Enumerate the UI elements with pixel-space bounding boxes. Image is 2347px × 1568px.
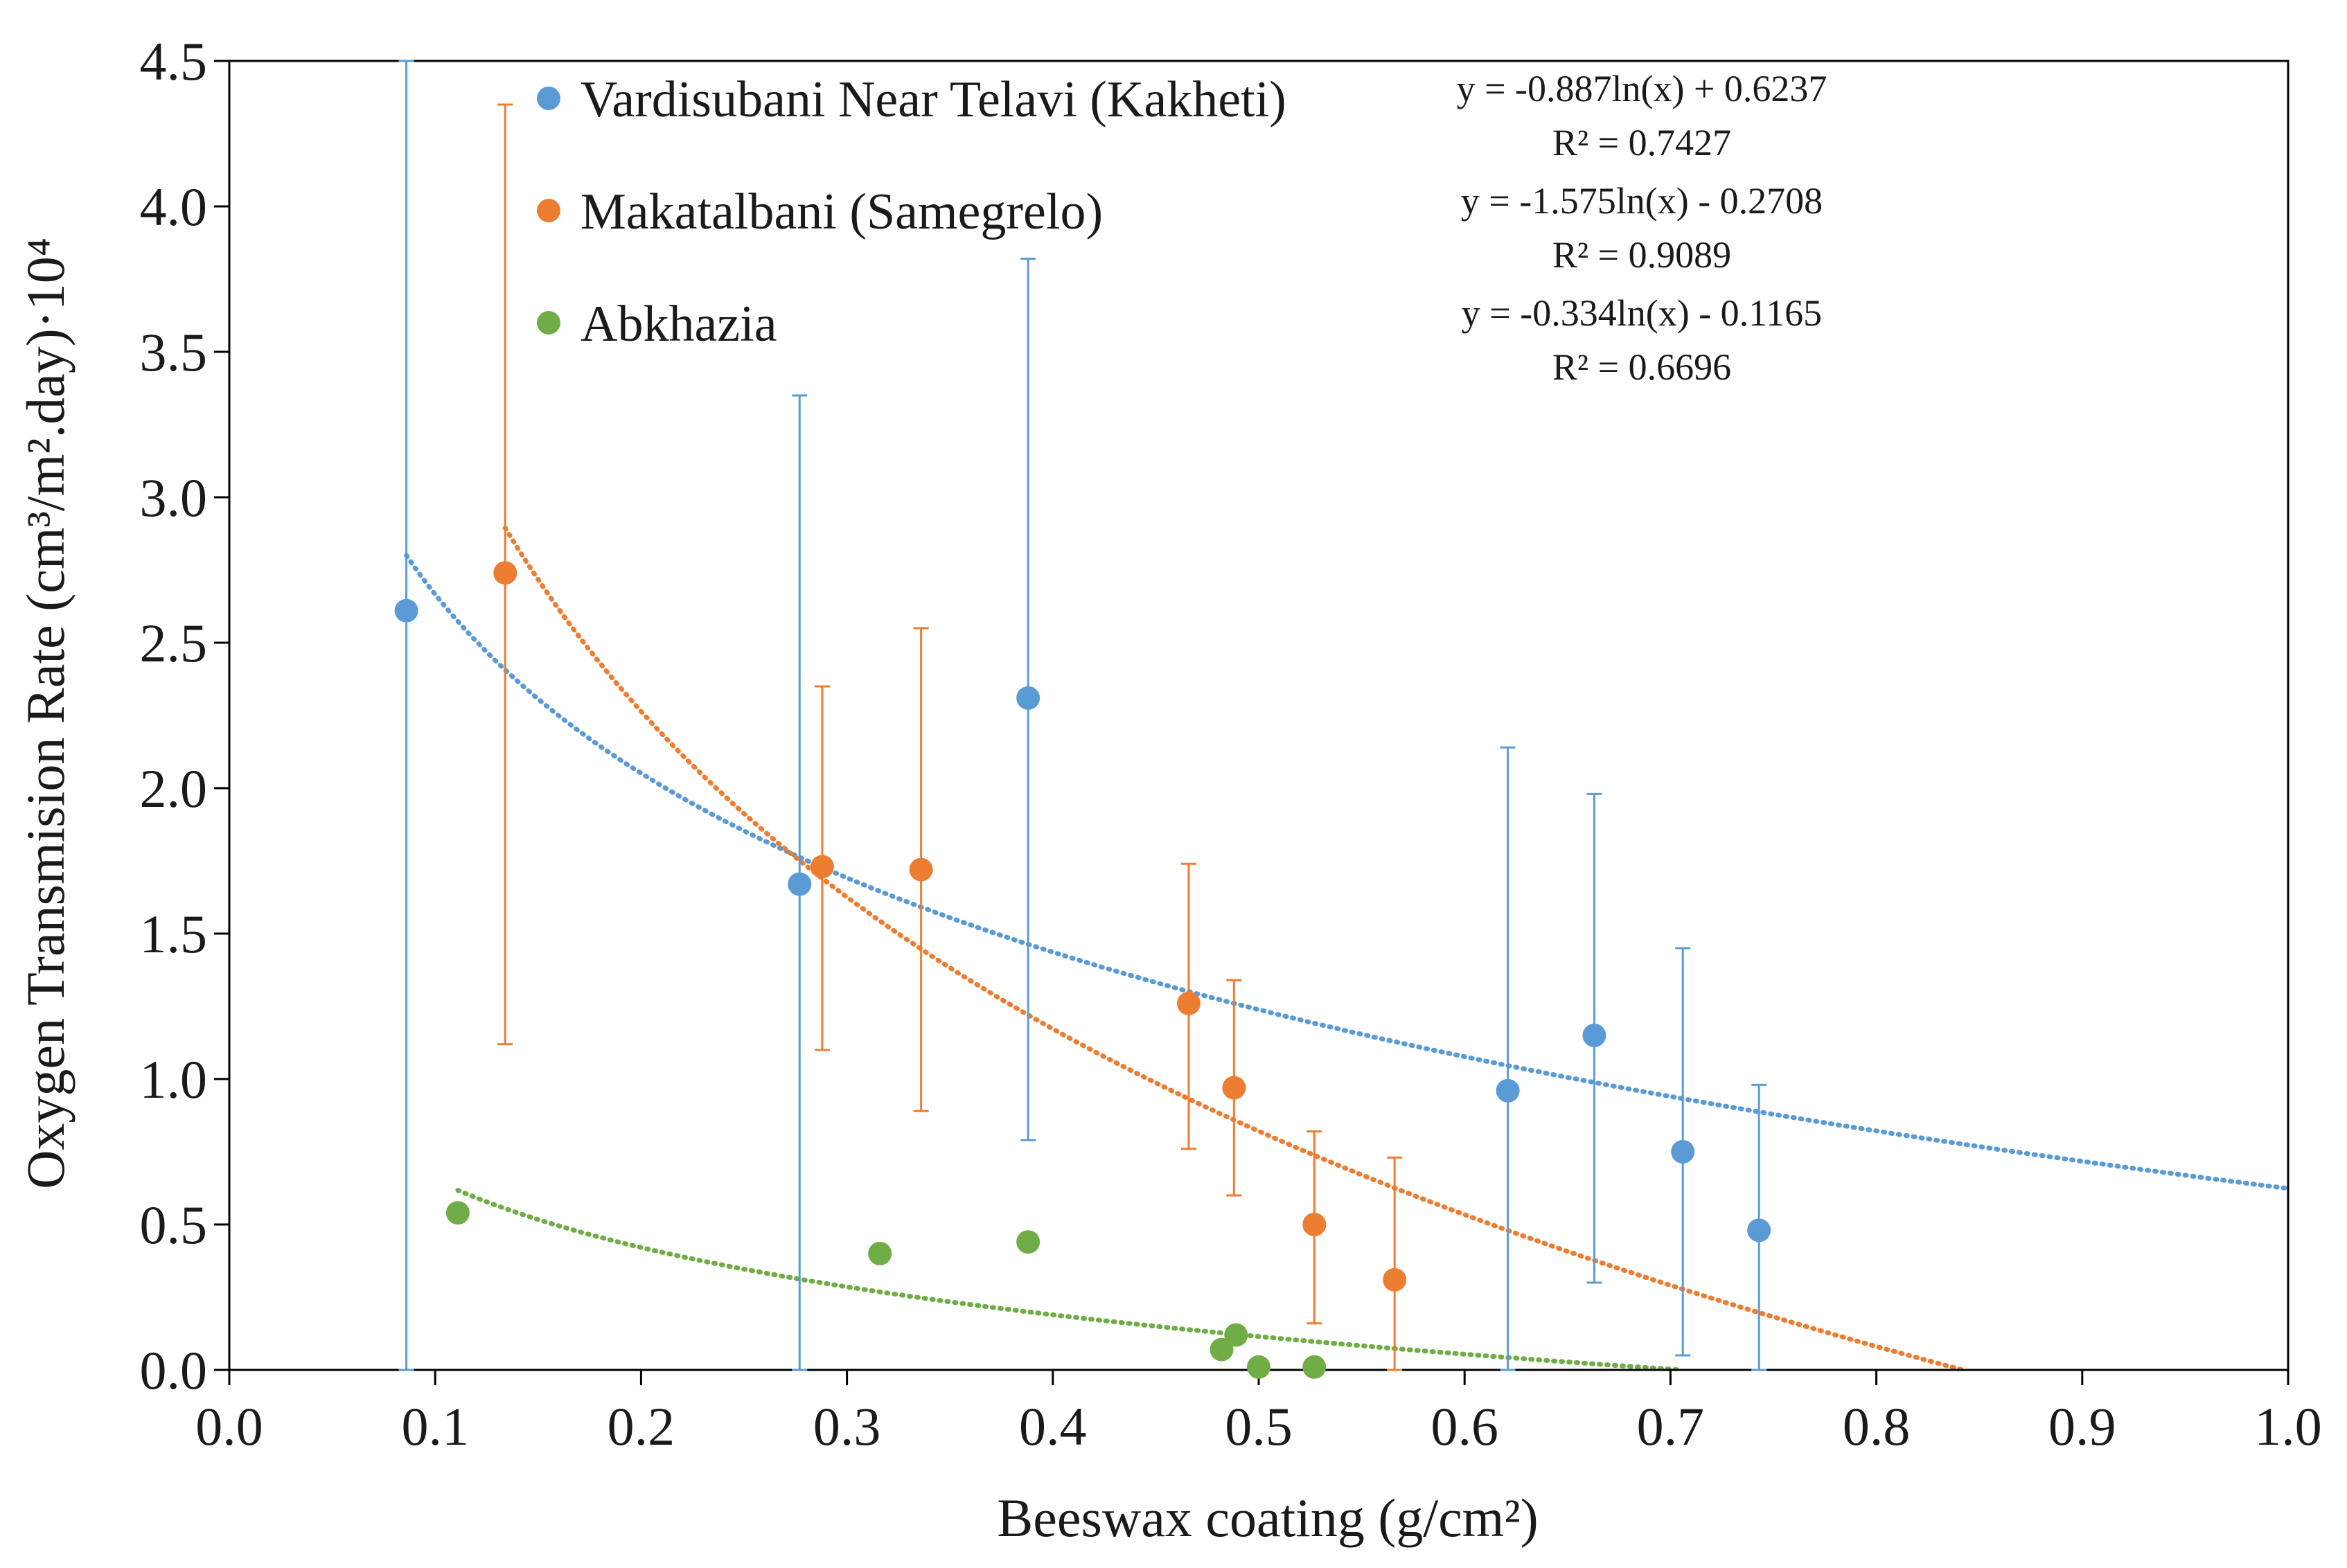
data-point-2	[445, 1201, 470, 1225]
legend-marker-0	[537, 87, 560, 110]
trendline-r2-0: R² = 0.7427	[1552, 122, 1731, 163]
data-point-1	[1302, 1213, 1327, 1236]
data-point-0	[394, 598, 418, 623]
trendline-2	[455, 1188, 1685, 1370]
legend: Vardisubani Near Telavi (Kakheti) Makatal…	[537, 71, 1286, 353]
data-point-0	[1016, 686, 1040, 710]
x-tick-label: 0.0	[195, 1396, 263, 1456]
trendline-equation-2: y = -0.334ln(x) - 0.1165	[1462, 292, 1822, 334]
y-tick-label: 2.0	[140, 758, 208, 819]
x-tick-label: 0.1	[401, 1396, 469, 1456]
data-point-2	[1016, 1230, 1040, 1254]
y-tick-label: 4.5	[140, 31, 208, 91]
trendlines	[404, 525, 2288, 1370]
data-point-2	[868, 1242, 892, 1265]
x-axis-title: Beeswax coating (g/cm²)	[997, 1488, 1538, 1548]
y-tick-label: 3.5	[140, 322, 208, 382]
data-point-2	[1224, 1323, 1248, 1347]
data-point-2	[1210, 1337, 1234, 1362]
x-tick-label: 0.2	[608, 1396, 675, 1456]
data-point-1	[1383, 1267, 1407, 1292]
x-tick-label: 0.4	[1019, 1396, 1087, 1456]
data-point-1	[493, 561, 517, 585]
legend-marker-2	[537, 311, 560, 335]
legend-marker-1	[537, 199, 560, 222]
y-tick-label: 0.0	[140, 1340, 208, 1400]
legend-label-0: Vardisubani Near Telavi (Kakheti)	[581, 71, 1286, 128]
trendline-r2-1: R² = 0.9089	[1552, 234, 1731, 276]
x-tick-label: 0.7	[1637, 1396, 1705, 1456]
data-point-0	[1671, 1140, 1695, 1164]
data-point-0	[1582, 1024, 1606, 1047]
data-point-2	[1302, 1355, 1327, 1379]
legend-label-2: Abkhazia	[581, 296, 777, 353]
legend-label-1: Makatalbani (Samegrelo)	[581, 184, 1103, 240]
trendline-1	[502, 525, 1965, 1370]
y-tick-label: 1.0	[140, 1049, 208, 1110]
data-point-0	[1496, 1078, 1520, 1103]
y-tick-label: 3.0	[140, 467, 208, 528]
y-tick-label: 4.0	[140, 177, 208, 237]
y-axis-title: Oxygen Transmision Rate (cm³/m².day)·10⁴	[15, 238, 76, 1189]
data-point-1	[1176, 991, 1201, 1015]
trendline-0	[404, 553, 2288, 1191]
trendline-equations: y = -0.887ln(x) + 0.6237 R² = 0.7427 y = -…	[1457, 68, 1827, 388]
x-tick-label: 0.8	[1843, 1396, 1911, 1456]
x-tick-label: 0.6	[1431, 1396, 1498, 1456]
y-tick-label: 1.5	[140, 904, 208, 964]
trendline-equation-1: y = -1.575ln(x) - 0.2708	[1461, 180, 1823, 222]
data-point-0	[1747, 1218, 1771, 1242]
x-tick-label: 0.9	[2048, 1396, 2116, 1456]
data-point-1	[1222, 1076, 1246, 1100]
x-tick-label: 0.3	[813, 1396, 881, 1456]
axes: 0.0 0.5 1.0 1.5 2.0 2.5 3.0 3.5 4.0 4.5 0.0 0.1 0.2 0…	[140, 31, 2322, 1456]
trendline-r2-2: R² = 0.6696	[1552, 346, 1731, 388]
data-point-1	[810, 855, 834, 879]
trendline-equation-0: y = -0.887ln(x) + 0.6237	[1457, 68, 1827, 109]
y-tick-label: 2.5	[140, 613, 208, 673]
x-tick-label: 1.0	[2254, 1396, 2322, 1456]
x-tick-label: 0.5	[1225, 1396, 1293, 1456]
data-points	[394, 561, 1771, 1379]
data-point-1	[909, 857, 933, 882]
y-tick-label: 0.5	[140, 1195, 208, 1255]
data-point-0	[788, 872, 812, 896]
data-point-2	[1247, 1355, 1270, 1379]
